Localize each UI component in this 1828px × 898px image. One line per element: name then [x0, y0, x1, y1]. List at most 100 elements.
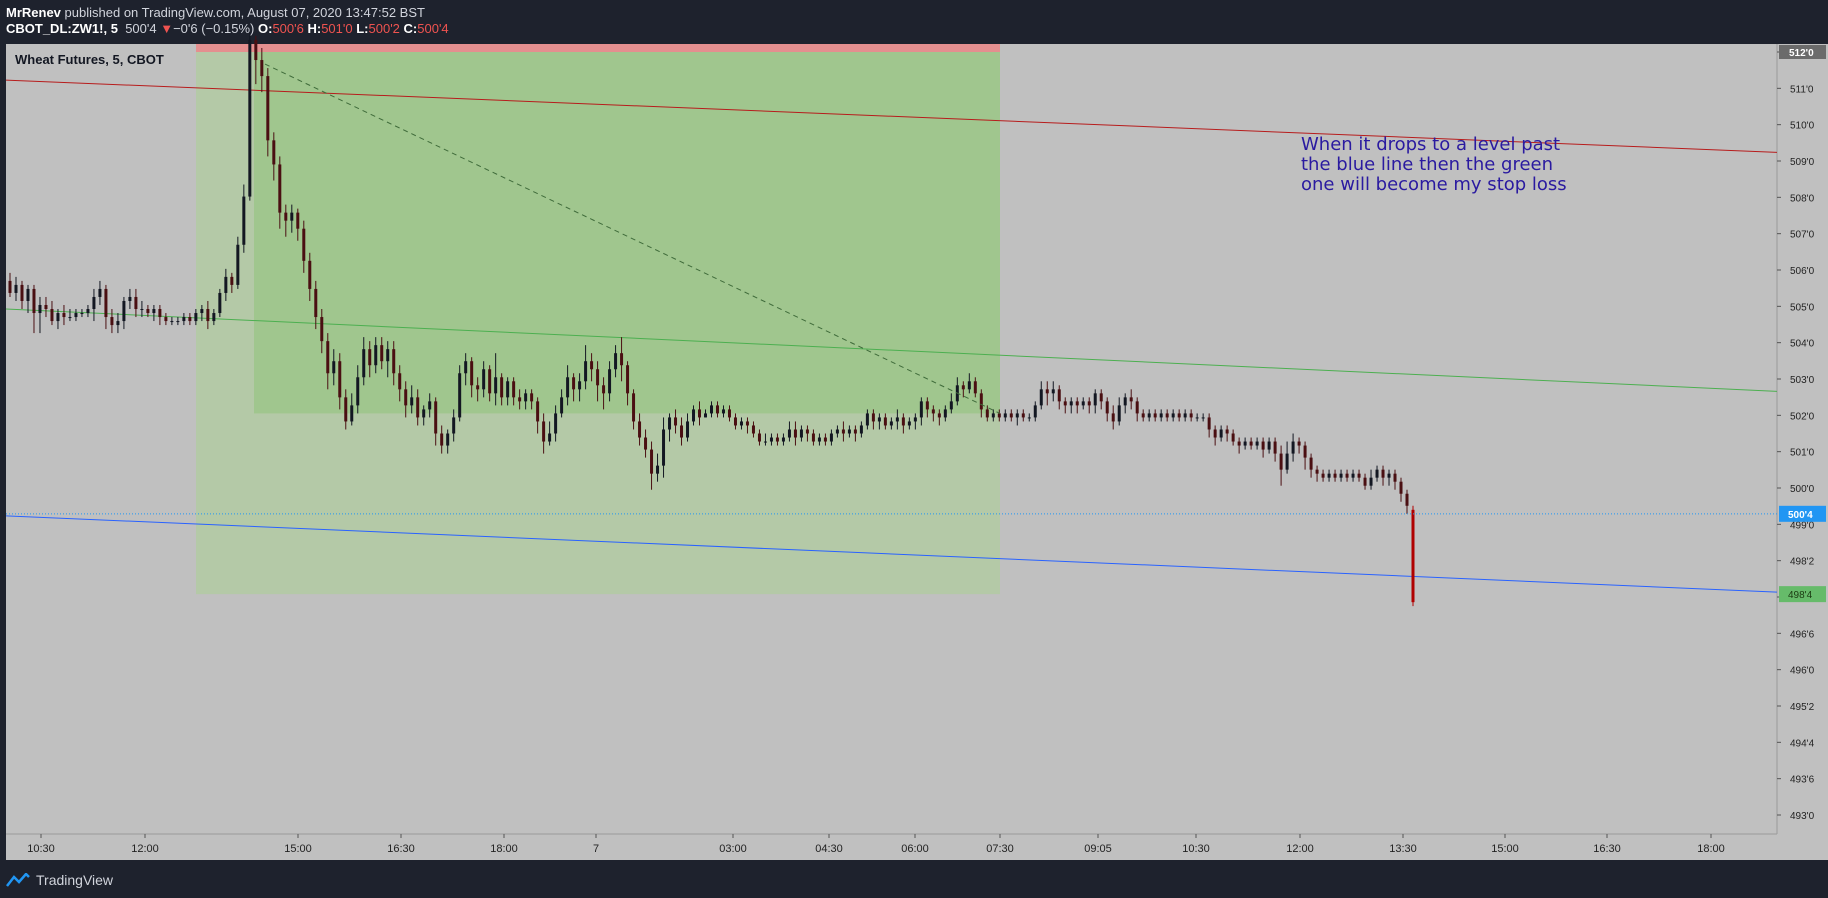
target-price-label: 498'4 — [1788, 590, 1813, 601]
candle-body — [92, 296, 96, 310]
candle-body — [350, 405, 354, 422]
candle-body — [464, 361, 468, 374]
candle-body — [841, 429, 845, 434]
candle-body — [614, 353, 618, 370]
candle-body — [422, 409, 426, 418]
candle-body — [206, 309, 210, 322]
candle-body — [74, 313, 78, 318]
candle-body — [1411, 509, 1415, 603]
candle-body — [817, 437, 821, 442]
candle-body — [656, 465, 660, 474]
candle-body — [1009, 413, 1013, 418]
candle-body — [859, 425, 863, 434]
candle-body — [98, 288, 102, 297]
candle-body — [506, 381, 510, 398]
low-label: L: — [356, 21, 369, 36]
candle-body — [1141, 413, 1145, 418]
candle-body — [1147, 413, 1151, 418]
candle-body — [739, 421, 743, 426]
x-tick-label: 15:00 — [1491, 843, 1519, 855]
candle-body — [122, 300, 126, 322]
candle-body — [416, 397, 420, 418]
candle-body — [919, 401, 923, 418]
candle-body — [1171, 413, 1175, 418]
y-tick-label: 508'0 — [1790, 193, 1815, 204]
close-value: 500'4 — [417, 21, 449, 36]
candle-body — [1093, 393, 1097, 406]
high-label: H: — [307, 21, 322, 36]
price-axis[interactable] — [1777, 44, 1828, 834]
candle-body — [530, 393, 534, 402]
candle-body — [1063, 401, 1067, 406]
candle-body — [1105, 401, 1109, 414]
candle-body — [704, 413, 708, 418]
green-trend-line — [5, 308, 1778, 392]
candle-body — [536, 401, 540, 422]
candle-body — [889, 421, 893, 426]
candle-body — [901, 417, 905, 426]
x-tick-label: 18:00 — [1697, 843, 1725, 855]
candle-body — [134, 296, 138, 310]
footer-brand[interactable]: TradingView — [6, 870, 113, 890]
change-down-icon: ▼ — [160, 21, 174, 36]
candle-body — [560, 397, 564, 414]
candle-body — [116, 321, 120, 326]
candle-body — [272, 140, 276, 165]
top-price-badge — [1779, 45, 1826, 59]
y-tick-label: 493'6 — [1790, 775, 1815, 786]
candle-body — [1285, 453, 1289, 470]
candle-body — [50, 309, 54, 322]
candle-body — [1231, 433, 1235, 442]
y-tick-label: 503'0 — [1790, 375, 1815, 386]
candle-body — [979, 393, 983, 410]
candle-body — [829, 433, 833, 442]
candle-body — [32, 288, 36, 314]
candle-body — [1399, 481, 1403, 494]
candle-body — [38, 304, 42, 314]
candle-body — [80, 313, 84, 315]
x-tick-label: 12:00 — [1286, 843, 1314, 855]
candle-body — [164, 317, 168, 322]
candle-body — [1279, 453, 1283, 470]
close-label: C: — [403, 21, 418, 36]
candle-body — [686, 421, 690, 438]
candle-body — [632, 393, 636, 422]
candle-body — [1261, 441, 1265, 450]
x-tick-label: 07:30 — [986, 843, 1014, 855]
candle-body — [302, 228, 306, 261]
candle-body — [781, 437, 785, 442]
x-tick-label: 16:30 — [1593, 843, 1621, 855]
candle-body — [1255, 441, 1259, 446]
candle-body — [1189, 413, 1193, 418]
time-axis[interactable] — [6, 834, 1828, 860]
candle-body — [674, 417, 678, 426]
y-tick-label: 501'0 — [1790, 448, 1815, 459]
candle-body — [967, 381, 971, 390]
red-trend-line — [5, 79, 1778, 153]
candle-body — [1183, 413, 1187, 418]
publisher-name[interactable]: MrRenev — [6, 5, 61, 20]
candle-body — [799, 429, 803, 438]
x-tick-label: 06:00 — [901, 843, 929, 855]
candle-body — [763, 441, 767, 443]
candle-body — [1363, 477, 1367, 486]
candle-body — [356, 377, 360, 406]
candle-body — [1033, 405, 1037, 418]
candle-body — [775, 437, 779, 442]
y-tick-label: 511'0 — [1790, 84, 1814, 95]
candle-body — [242, 196, 246, 245]
candle-body — [200, 309, 204, 314]
last-price-badge — [1779, 505, 1826, 522]
candle-body — [1405, 493, 1409, 506]
last-price: 500'4 — [125, 21, 157, 36]
candle-body — [1333, 473, 1337, 478]
candle-body — [733, 417, 737, 426]
candle-body — [14, 284, 18, 293]
candle-body — [248, 39, 252, 197]
candle-body — [482, 369, 486, 390]
candle-body — [1027, 417, 1031, 419]
y-tick-label: 504'0 — [1790, 339, 1815, 350]
candle-body — [943, 409, 947, 418]
stop-loss-zone — [196, 44, 1000, 52]
